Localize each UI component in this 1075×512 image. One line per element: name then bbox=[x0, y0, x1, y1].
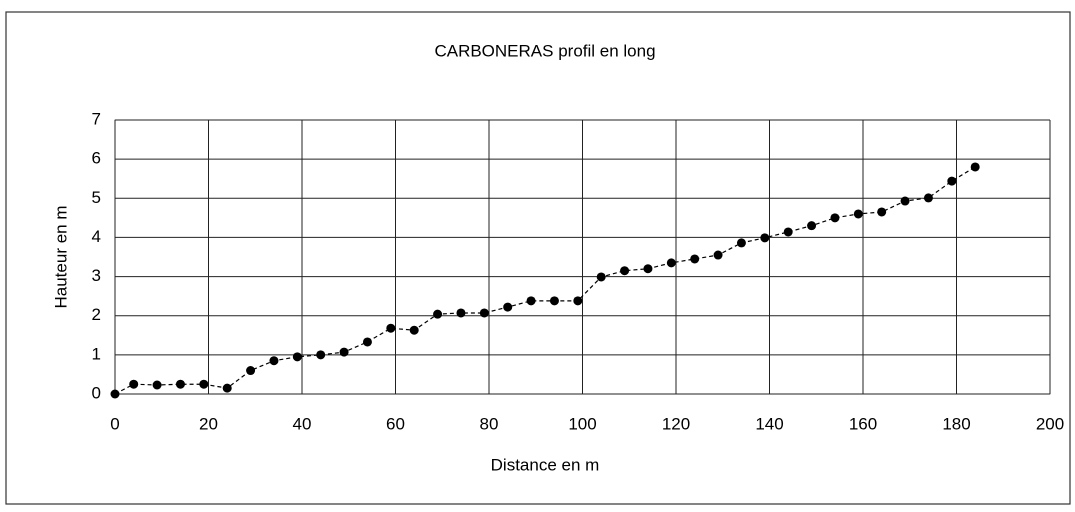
x-tick-label: 180 bbox=[942, 414, 970, 433]
y-tick-label: 5 bbox=[92, 188, 101, 207]
y-tick-label: 0 bbox=[92, 383, 101, 402]
x-tick-label: 80 bbox=[480, 414, 499, 433]
data-point bbox=[596, 272, 606, 282]
data-point bbox=[246, 366, 256, 376]
y-tick-label: 4 bbox=[92, 227, 101, 246]
data-point bbox=[409, 325, 419, 335]
x-axis-label: Distance en m bbox=[491, 455, 600, 474]
data-point bbox=[339, 347, 349, 357]
chart-title: CARBONERAS profil en long bbox=[434, 41, 655, 60]
x-tick-label: 100 bbox=[568, 414, 596, 433]
x-tick-label: 160 bbox=[849, 414, 877, 433]
data-point bbox=[479, 308, 489, 318]
data-point bbox=[947, 176, 957, 186]
data-point bbox=[807, 221, 817, 231]
data-point bbox=[620, 266, 630, 276]
data-point bbox=[783, 227, 793, 237]
y-axis-label: Hauteur en m bbox=[51, 206, 70, 309]
data-point bbox=[129, 379, 139, 389]
y-tick-label: 1 bbox=[92, 344, 101, 363]
data-point bbox=[573, 296, 583, 306]
data-point bbox=[923, 193, 933, 203]
data-point bbox=[853, 209, 863, 219]
x-tick-label: 0 bbox=[110, 414, 119, 433]
data-point bbox=[736, 238, 746, 248]
x-tick-label: 20 bbox=[199, 414, 218, 433]
data-point bbox=[386, 323, 396, 333]
data-point bbox=[549, 296, 559, 306]
data-point bbox=[503, 302, 513, 312]
data-point bbox=[433, 309, 443, 319]
data-point bbox=[269, 356, 279, 366]
data-point bbox=[760, 233, 770, 243]
x-tick-label: 140 bbox=[755, 414, 783, 433]
data-point bbox=[900, 196, 910, 206]
data-point bbox=[690, 254, 700, 264]
data-point bbox=[110, 389, 120, 399]
data-point bbox=[152, 380, 162, 390]
x-tick-label: 200 bbox=[1036, 414, 1064, 433]
data-point bbox=[713, 250, 723, 260]
y-tick-label: 2 bbox=[92, 305, 101, 324]
data-point bbox=[175, 379, 185, 389]
data-point bbox=[877, 207, 887, 217]
data-point bbox=[666, 258, 676, 268]
x-tick-label: 60 bbox=[386, 414, 405, 433]
data-point bbox=[362, 337, 372, 347]
data-point bbox=[643, 264, 653, 274]
data-point bbox=[970, 162, 980, 172]
data-point bbox=[316, 350, 326, 360]
data-point bbox=[199, 379, 209, 389]
y-tick-label: 6 bbox=[92, 149, 101, 168]
y-tick-label: 7 bbox=[92, 109, 101, 128]
data-point bbox=[526, 296, 536, 306]
x-tick-label: 120 bbox=[662, 414, 690, 433]
data-point bbox=[830, 213, 840, 223]
data-point bbox=[222, 383, 232, 393]
x-tick-label: 40 bbox=[293, 414, 312, 433]
data-point bbox=[292, 352, 302, 362]
data-point bbox=[456, 308, 466, 318]
y-tick-label: 3 bbox=[92, 266, 101, 285]
